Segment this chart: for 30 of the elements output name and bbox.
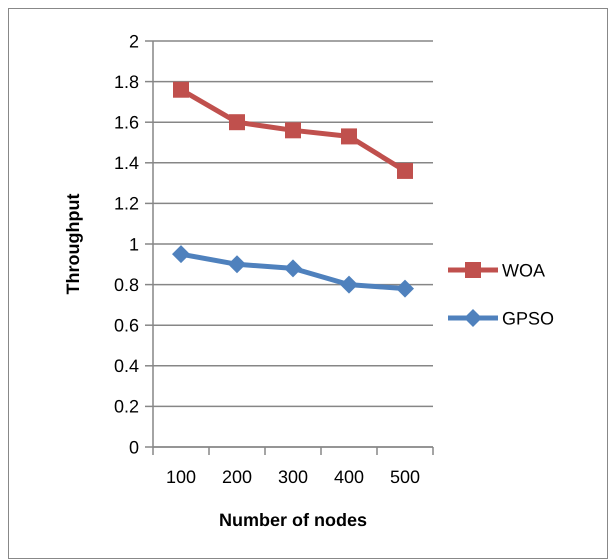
point [396, 280, 414, 298]
point [340, 276, 358, 294]
y-tick-label: 0.6 [114, 316, 139, 336]
y-tick-label: 0.2 [114, 396, 139, 417]
point [285, 122, 301, 138]
point [284, 259, 302, 278]
point [229, 114, 245, 130]
point [397, 162, 413, 179]
x-tick-label: 100 [166, 467, 196, 487]
y-tick-label: 0.4 [114, 356, 139, 376]
x-tick-label: 300 [278, 467, 308, 487]
y-tick-label: 1.6 [114, 112, 139, 132]
point [173, 82, 189, 98]
y-tick-label: 2 [128, 31, 139, 52]
legend-label: WOA [502, 260, 545, 280]
y-tick-label: 1.4 [114, 153, 139, 174]
legend-label: GPSO [502, 308, 554, 328]
y-tick-label: 1.2 [114, 194, 139, 214]
y-tick-label: 0 [128, 437, 139, 458]
y-tick-label: 1.8 [114, 72, 139, 92]
y-tick-label: 0.8 [114, 274, 139, 295]
x-tick-label: 400 [334, 467, 364, 487]
point [228, 255, 246, 274]
point [341, 128, 357, 144]
point [172, 245, 190, 264]
x-tick-label: 500 [390, 467, 420, 487]
x-tick-label: 200 [222, 467, 252, 487]
y-axis-title: Throughput [63, 194, 83, 294]
y-tick-label: 1 [128, 234, 139, 254]
x-axis-title: Number of nodes [218, 510, 368, 530]
